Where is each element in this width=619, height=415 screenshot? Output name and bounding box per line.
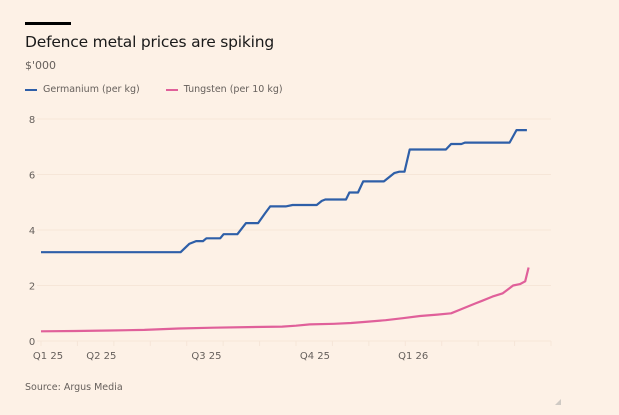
x-tick-label: Q3 25 (191, 351, 221, 362)
y-tick-label: 4 (29, 226, 35, 237)
y-tick-label: 6 (29, 171, 35, 182)
x-tick-label: Q4 25 (300, 351, 330, 362)
chart-title: Defence metal prices are spiking (25, 33, 275, 51)
legend: Germanium (per kg) Tungsten (per 10 kg) (25, 84, 283, 95)
chart-unit-label: $'000 (25, 59, 57, 72)
tungsten-line (40, 267, 530, 333)
series-lines (40, 129, 530, 333)
header-accent-bar (25, 22, 71, 25)
legend-swatch-tungsten (165, 88, 178, 91)
legend-label-tungsten: Tungsten (per 10 kg) (183, 84, 283, 95)
germanium-line (41, 129, 527, 254)
y-tick-label: 2 (29, 282, 35, 293)
resize-handle-icon (555, 399, 561, 405)
x-tick-label: Q2 25 (86, 351, 116, 362)
legend-label-germanium: Germanium (per kg) (43, 84, 140, 95)
gridlines (37, 118, 551, 342)
x-tick-label: Q1 26 (398, 351, 428, 362)
legend-swatch-germanium (25, 88, 37, 91)
x-axis-ticks: Q1 25 Q2 25 Q3 25 Q4 25 Q1 26 (33, 341, 552, 362)
y-tick-label: 0 (29, 337, 35, 348)
legend-item-germanium: Germanium (per kg) (25, 84, 140, 95)
y-axis-ticks: 0 2 4 6 8 (29, 115, 35, 348)
x-tick-label: Q1 25 (33, 351, 63, 362)
legend-item-tungsten: Tungsten (per 10 kg) (165, 84, 283, 95)
y-tick-label: 8 (29, 115, 35, 126)
source-note: Source: Argus Media (25, 382, 123, 393)
